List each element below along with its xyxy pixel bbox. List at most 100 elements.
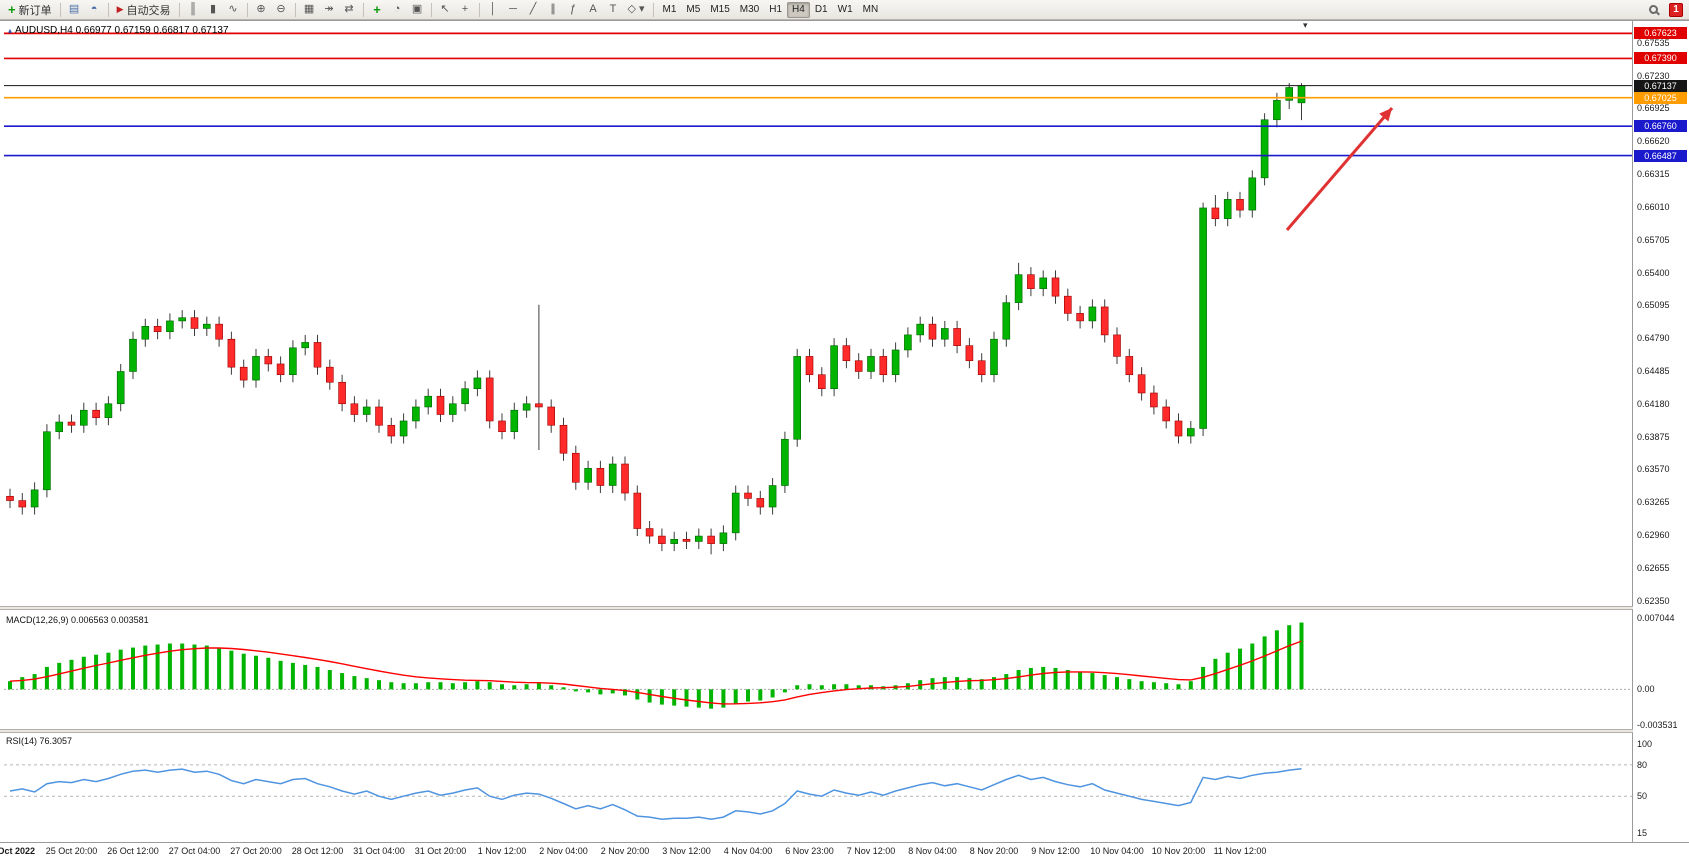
candle-body — [965, 345, 974, 362]
headset-button[interactable]: ◓ — [85, 1, 104, 18]
macd-bar — [389, 682, 394, 690]
timeframe-w1-button[interactable]: W1 — [837, 4, 853, 15]
candlestick-chart-button[interactable]: ▮ — [204, 1, 223, 18]
timeframe-m5-button[interactable]: M5 — [686, 4, 701, 15]
macd-bar — [795, 685, 800, 690]
horizontal-line-tool-button[interactable]: ─ — [504, 1, 523, 18]
new-order-button[interactable]: + 新订单 — [4, 1, 56, 18]
fibonacci-tool-button[interactable]: ƒ — [564, 1, 583, 18]
macd-bar — [623, 689, 627, 696]
shapes-tool-button[interactable]: ◇ ▾ — [624, 1, 649, 18]
autotrading-button[interactable]: ▶ 自动交易 — [113, 1, 175, 18]
candle-body — [1137, 374, 1146, 394]
candle-body — [1162, 406, 1170, 422]
separator — [430, 2, 432, 17]
candle-body — [891, 349, 900, 376]
vertical-line-tool-button[interactable]: │ — [484, 1, 503, 18]
candle-body — [1199, 207, 1207, 429]
macd-bar — [561, 687, 566, 690]
cursor-tool-button[interactable]: ↖ — [436, 1, 455, 18]
macd-bar — [20, 677, 25, 690]
candle-body — [928, 323, 937, 340]
tile-windows-button[interactable]: ▦ — [300, 1, 319, 18]
vertical-line-icon: │ — [489, 3, 497, 15]
price-axis[interactable] — [1633, 20, 1689, 842]
macd-bar — [610, 689, 615, 694]
text-icon: A — [589, 3, 597, 15]
timeframe-toolbar: M1 M5 M15 M30 H1 H4 D1 W1 MN — [658, 1, 884, 18]
auto-scroll-button[interactable]: ↠ — [320, 1, 339, 18]
candle-body — [707, 535, 715, 544]
macd-bar — [844, 684, 849, 690]
macd-bar — [733, 689, 738, 704]
timeframe-h4-button[interactable]: H4 — [787, 1, 810, 18]
macd-bar — [1201, 666, 1206, 690]
macd-bar — [131, 647, 135, 690]
macd-bar — [819, 685, 824, 690]
candle-body — [1211, 207, 1220, 220]
candle-body — [990, 338, 998, 376]
macd-bar — [1102, 675, 1107, 690]
macd-bar — [340, 673, 345, 690]
zoom-in-button[interactable]: ⊕ — [252, 1, 271, 18]
chart-shift-button[interactable]: ⇄ — [340, 1, 359, 18]
candle-body — [571, 452, 580, 483]
timeframe-m30-button[interactable]: M30 — [739, 4, 760, 15]
macd-bar — [217, 647, 222, 690]
separator — [246, 2, 248, 17]
macd-bar — [1127, 679, 1132, 690]
macd-bar — [1053, 667, 1058, 690]
chart-shift-marker[interactable]: ▾ — [1303, 20, 1308, 30]
new-order-label: 新订单 — [18, 4, 52, 17]
candle-body — [522, 403, 531, 411]
text-tool-button[interactable]: A — [584, 1, 603, 18]
macd-bar — [746, 689, 750, 702]
candle-body — [1088, 306, 1097, 322]
notification-badge[interactable]: 1 — [1669, 2, 1683, 17]
macd-bar — [1188, 681, 1193, 690]
candle-body — [153, 325, 162, 332]
macd-bar — [180, 643, 185, 690]
tile-windows-icon: ▦ — [303, 3, 315, 15]
print-button[interactable]: ▤ — [65, 1, 84, 18]
trend-arrow[interactable] — [1285, 107, 1394, 231]
separator — [107, 2, 109, 17]
candle-body — [658, 535, 666, 544]
macd-bar — [536, 683, 541, 690]
line-chart-button[interactable]: ∿ — [224, 1, 243, 18]
macd-bar — [549, 685, 554, 690]
autotrading-label: 自动交易 — [126, 4, 171, 17]
macd-bar — [856, 685, 861, 690]
trendline-tool-button[interactable]: ╱ — [524, 1, 543, 18]
search-button[interactable] — [1644, 1, 1663, 18]
macd-bar — [377, 680, 381, 690]
zoom-out-button[interactable]: ⊖ — [272, 1, 291, 18]
bar-chart-button[interactable]: ║ — [184, 1, 203, 18]
macd-bar — [1176, 684, 1181, 690]
indicators-button[interactable]: + — [368, 1, 387, 18]
zoom-in-icon: ⊕ — [256, 3, 266, 15]
timeframe-h1-button[interactable]: H1 — [769, 4, 783, 15]
candle-body — [313, 342, 322, 368]
label-tool-button[interactable]: T — [604, 1, 623, 18]
channel-tool-button[interactable]: ∥ — [544, 1, 563, 18]
periods-button[interactable]: ◔ — [388, 1, 407, 18]
timeframe-d1-button[interactable]: D1 — [814, 4, 828, 15]
trend-arrow-head[interactable] — [1379, 108, 1392, 122]
templates-button[interactable]: ▣ — [408, 1, 427, 18]
rsi-pane-resize-handle[interactable] — [0, 729, 1633, 733]
candle-body — [375, 406, 383, 426]
crosshair-tool-button[interactable]: + — [456, 1, 475, 18]
macd-pane-resize-handle[interactable] — [0, 606, 1633, 610]
timeframe-mn-button[interactable]: MN — [862, 4, 879, 15]
crosshair-icon: + — [461, 3, 469, 15]
zoom-out-icon: ⊖ — [276, 3, 286, 15]
timeframe-m1-button[interactable]: M1 — [662, 4, 677, 15]
candle-body — [485, 377, 494, 422]
candle-body — [1027, 274, 1035, 289]
candle-body — [854, 360, 863, 372]
time-axis[interactable] — [0, 843, 1633, 862]
timeframe-m15-button[interactable]: M15 — [710, 4, 730, 15]
candle-body — [904, 334, 912, 351]
